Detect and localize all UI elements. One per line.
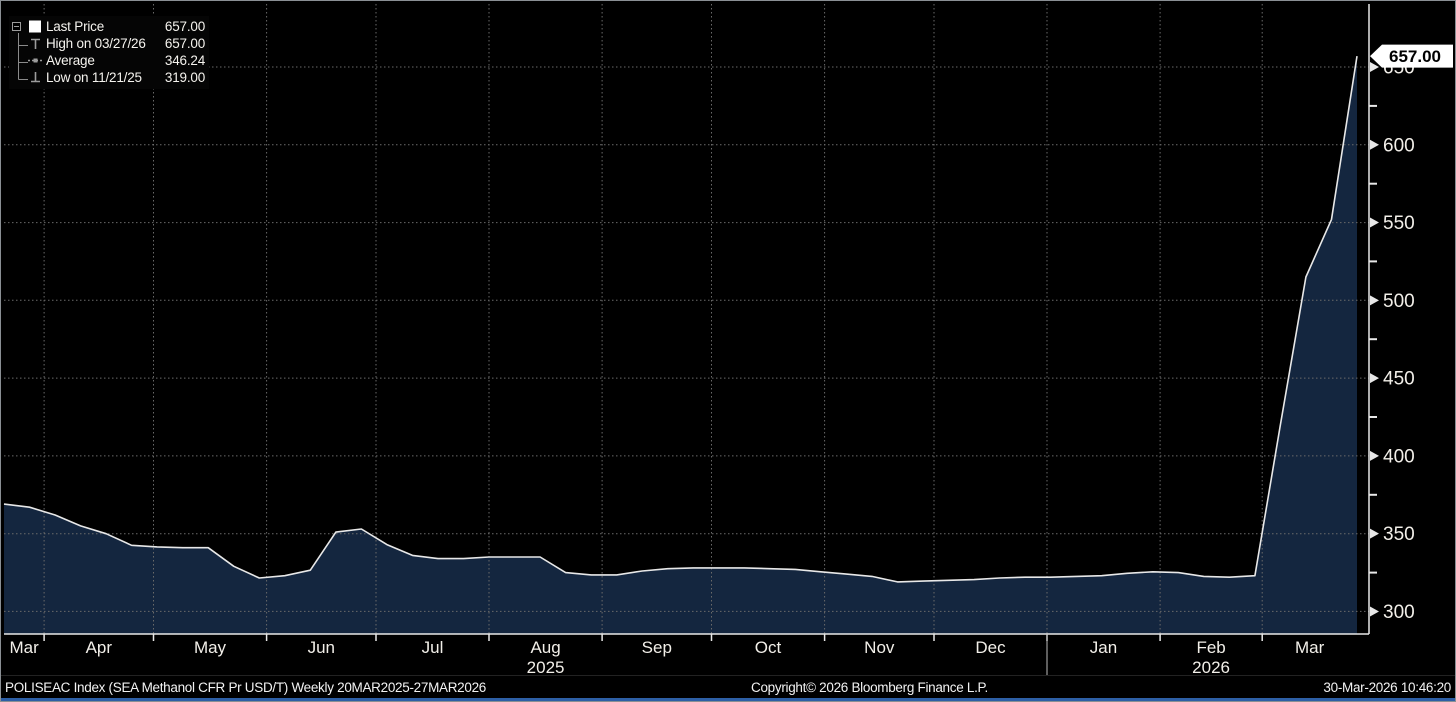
average-marker-icon [28, 58, 43, 63]
security-description: POLISEAC Index (SEA Methanol CFR Pr USD/… [5, 680, 487, 695]
svg-text:Apr: Apr [86, 638, 113, 657]
svg-text:Nov: Nov [864, 638, 895, 657]
high-marker-icon [31, 38, 40, 49]
timestamp: 30-Mar-2026 10:46:20 [1323, 680, 1451, 695]
svg-text:Dec: Dec [975, 638, 1006, 657]
svg-text:657.00: 657.00 [1389, 47, 1441, 66]
svg-text:Sep: Sep [642, 638, 672, 657]
axes [4, 4, 1370, 635]
svg-text:550: 550 [1383, 213, 1415, 234]
window-bottom-edge [1, 698, 1455, 701]
legend-value: 319.00 [164, 70, 205, 85]
legend-row-high[interactable]: High on 03/27/26 657.00 [28, 35, 205, 52]
svg-text:Mar: Mar [9, 638, 39, 657]
svg-text:400: 400 [1383, 446, 1415, 467]
legend-label: Last Price [46, 19, 105, 34]
legend-label: Average [46, 53, 95, 68]
legend-row-low[interactable]: Low on 11/21/25 319.00 [28, 69, 205, 86]
legend-row-average[interactable]: Average 346.24 [28, 52, 205, 69]
copyright-text: Copyright© 2026 Bloomberg Finance L.P. [751, 680, 988, 695]
svg-text:Aug: Aug [530, 638, 560, 657]
svg-text:Jun: Jun [308, 638, 335, 657]
y-axis-labels [1369, 62, 1379, 617]
legend-label: High on 03/27/26 [46, 36, 146, 51]
legend-row-last-price[interactable]: Last Price 657.00 [28, 18, 205, 35]
svg-text:500: 500 [1383, 291, 1415, 312]
gridlines [4, 4, 1369, 634]
low-marker-icon [31, 72, 40, 83]
price-area-series [4, 56, 1357, 635]
legend-expander-icon[interactable] [12, 22, 21, 31]
svg-text:2026: 2026 [1192, 658, 1230, 677]
svg-text:350: 350 [1383, 524, 1415, 545]
legend-value: 346.24 [164, 53, 205, 68]
price-line [3, 55, 1358, 583]
svg-text:300: 300 [1383, 602, 1415, 623]
svg-text:Feb: Feb [1196, 638, 1225, 657]
svg-text:600: 600 [1383, 135, 1415, 156]
status-bar: POLISEAC Index (SEA Methanol CFR Pr USD/… [1, 675, 1455, 701]
last-price-callout [1370, 44, 1453, 68]
svg-text:May: May [194, 638, 227, 657]
x-axis-labels [43, 634, 1263, 677]
svg-text:Jan: Jan [1090, 638, 1117, 657]
price-chart[interactable]: Mar Apr May Jun Jul Aug Sep Oct Nov Dec Jan Feb Mar 2… [1, 1, 1456, 678]
legend-value: 657.00 [164, 36, 205, 51]
legend-value: 657.00 [164, 19, 205, 34]
svg-text:2025: 2025 [527, 658, 565, 677]
svg-text:Jul: Jul [422, 638, 444, 657]
series-swatch-icon [29, 20, 41, 33]
legend-label: Low on 11/21/25 [46, 70, 142, 85]
svg-text:Mar: Mar [1295, 638, 1325, 657]
legend-tree-lines [18, 33, 28, 80]
svg-text:Oct: Oct [755, 638, 782, 657]
chart-legend: Last Price 657.00 High on 03/27/26 657.0… [9, 16, 209, 89]
svg-text:450: 450 [1383, 369, 1415, 390]
